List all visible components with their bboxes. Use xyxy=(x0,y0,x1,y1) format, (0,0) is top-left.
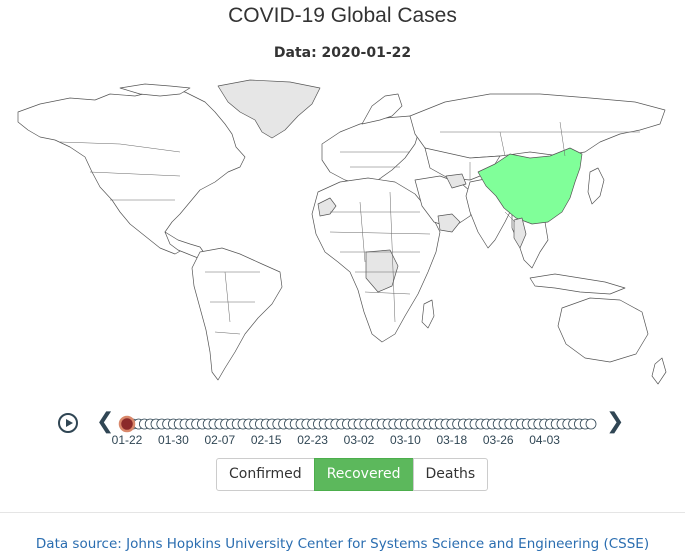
timeline-tick-label: 03-10 xyxy=(390,433,421,447)
country-china xyxy=(477,147,583,225)
country-indonesia xyxy=(529,273,626,295)
country-north-america xyxy=(17,89,246,255)
divider xyxy=(0,512,685,513)
chevron-right-icon[interactable]: ❯ xyxy=(606,409,625,434)
country-central-africa xyxy=(365,249,399,293)
timeline-tick-label: 03-26 xyxy=(483,433,514,447)
timeline-step[interactable] xyxy=(585,418,597,430)
border-lines-eurasia xyxy=(340,121,640,223)
country-greenland xyxy=(217,79,321,139)
country-new-zealand xyxy=(651,357,667,385)
timeline-current-marker[interactable] xyxy=(118,415,136,433)
timeline-tick-label: 03-18 xyxy=(436,433,467,447)
country-europe xyxy=(321,115,421,185)
border-lines-africa xyxy=(329,191,431,323)
border-lines-americas xyxy=(59,141,260,335)
timeline-tick-label: 01-30 xyxy=(158,433,189,447)
timeline-tick-label: 04-03 xyxy=(529,433,560,447)
timeline-tick-label: 03-02 xyxy=(344,433,375,447)
timeline-slider[interactable]: ❮ ❯ 01-22 01-30 02-07 02-15 02-23 03-02 03-10 0… xyxy=(0,405,685,450)
country-japan xyxy=(587,167,605,205)
country-myanmar xyxy=(513,217,527,249)
country-oman-yemen xyxy=(437,213,461,233)
world-map xyxy=(17,79,667,385)
timeline-track[interactable]: 01-22 01-30 02-07 02-15 02-23 03-02 03-10 03-18… xyxy=(0,405,685,450)
chevron-left-icon[interactable]: ❮ xyxy=(96,409,115,434)
country-russia xyxy=(409,93,666,159)
deaths-button[interactable]: Deaths xyxy=(412,458,489,491)
timeline-tick-label: 02-23 xyxy=(297,433,328,447)
timeline-tick-label: 02-15 xyxy=(251,433,282,447)
metric-toggle-group: Confirmed Recovered Deaths xyxy=(216,458,489,491)
country-western-sahara xyxy=(317,197,337,217)
country-arctic-islands xyxy=(119,83,191,97)
chart-subtitle: Data: 2020-01-22 xyxy=(273,45,412,61)
country-turkmenistan xyxy=(445,173,467,189)
country-australia xyxy=(557,297,649,363)
country-madagascar xyxy=(421,299,435,329)
country-scandinavia xyxy=(361,93,403,125)
chart-title: COVID-19 Global Cases xyxy=(228,4,457,27)
recovered-button[interactable]: Recovered xyxy=(313,458,414,491)
timeline-tick-label: 01-22 xyxy=(112,433,143,447)
country-south-america xyxy=(191,247,283,381)
timeline-tick-label: 02-07 xyxy=(204,433,235,447)
data-source-link[interactable]: Data source: Johns Hopkins University Ce… xyxy=(35,536,650,552)
confirmed-button[interactable]: Confirmed xyxy=(216,458,315,491)
play-icon[interactable] xyxy=(58,413,78,433)
